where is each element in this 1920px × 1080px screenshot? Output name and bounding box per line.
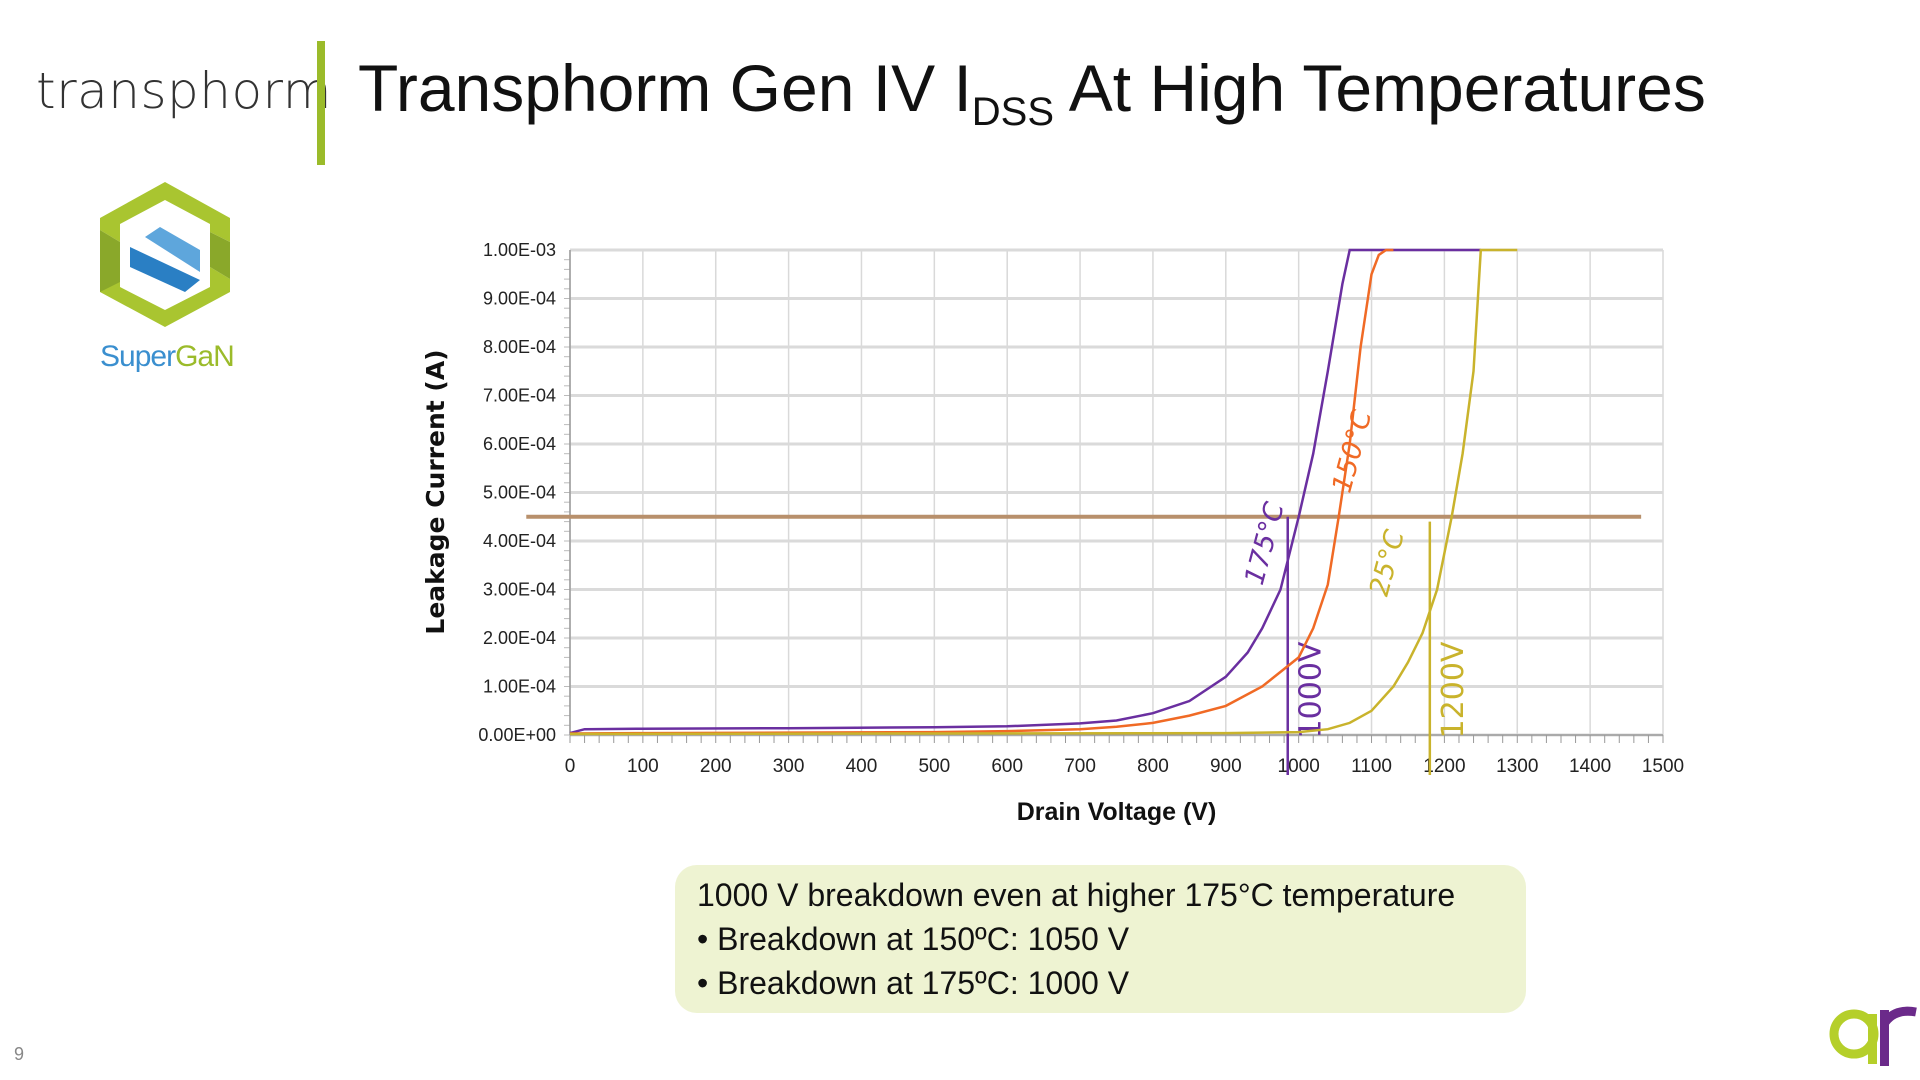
breakdown-marker-label: 1200V	[1436, 641, 1471, 738]
x-tick-label: 1300	[1496, 756, 1538, 777]
title-subscript: DSS	[971, 90, 1055, 134]
x-tick-label: 300	[773, 756, 805, 777]
y-tick-label: 7.00E-04	[483, 386, 556, 406]
y-tick-label: 6.00E-04	[483, 434, 556, 454]
y-axis-title: Leakage Current (A)	[421, 349, 450, 634]
x-tick-label: 1100	[1351, 756, 1392, 777]
corner-logo-icon	[1829, 1006, 1917, 1066]
title-main: Transphorm Gen IV I	[358, 51, 972, 125]
callout-line-1: 1000 V breakdown even at higher 175°C te…	[697, 877, 1456, 913]
x-tick-label: 1200	[1423, 756, 1465, 777]
temperature-label: 150°C	[1327, 407, 1379, 496]
page-title: Transphorm Gen IV IDSS At High Temperatu…	[358, 50, 1706, 135]
x-tick-label: 600	[991, 756, 1023, 777]
page-number: 9	[14, 1044, 25, 1064]
series-line-t175	[569, 248, 1481, 735]
y-tick-label: 9.00E-04	[483, 289, 556, 309]
callout-box: 1000 V breakdown even at higher 175°C te…	[675, 865, 1526, 1013]
callout-bullet-150: • Breakdown at 150ºC: 1050 V	[697, 921, 1130, 957]
supergan-cube-icon	[100, 182, 230, 327]
title-rest: At High Temperatures	[1054, 51, 1706, 125]
x-tick-label: 100	[627, 756, 659, 777]
y-tick-label: 2.00E-04	[483, 628, 556, 648]
title-divider	[317, 41, 325, 165]
x-tick-label: 1500	[1642, 756, 1684, 777]
logo-text-super: Super	[100, 340, 176, 373]
x-tick-label: 200	[700, 756, 732, 777]
x-tick-label: 500	[918, 756, 950, 777]
x-tick-label: 1000	[1278, 756, 1320, 777]
x-tick-label: 400	[846, 756, 878, 777]
x-tick-label: 800	[1137, 756, 1169, 777]
y-tick-label: 0.00E+00	[478, 725, 556, 745]
x-tick-label: 900	[1210, 756, 1242, 777]
y-tick-label: 3.00E-04	[483, 580, 556, 600]
series-line-t25	[569, 248, 1518, 736]
callout-bullet-175: • Breakdown at 175ºC: 1000 V	[697, 965, 1130, 1001]
y-tick-label: 8.00E-04	[483, 337, 556, 357]
y-tick-label: 4.00E-04	[483, 531, 556, 551]
series-line-t150	[569, 248, 1394, 735]
x-tick-label: 0	[565, 756, 576, 777]
supergan-logo-text: SuperGaN	[100, 340, 235, 374]
x-tick-label: 700	[1064, 756, 1096, 777]
x-axis-title: Drain Voltage (V)	[1017, 798, 1217, 826]
y-tick-label: 1.00E-04	[483, 677, 556, 697]
logo-text-gan: GaN	[175, 340, 235, 373]
x-tick-label: 1400	[1569, 756, 1611, 777]
y-tick-label: 1.00E-03	[483, 240, 556, 260]
y-tick-label: 5.00E-04	[483, 483, 556, 503]
transphorm-logo: transphorm	[36, 62, 332, 120]
